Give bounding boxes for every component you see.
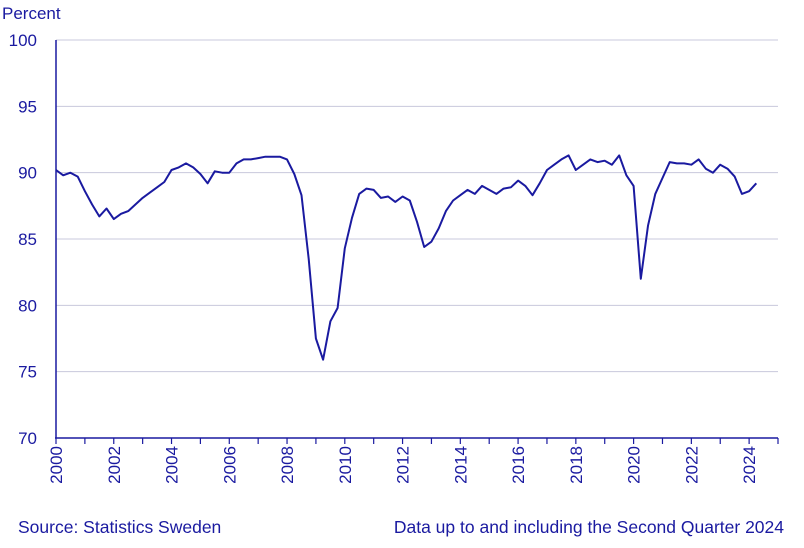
x-tick-label: 2002 bbox=[105, 446, 124, 484]
x-tick-label: 2020 bbox=[625, 446, 644, 484]
y-tick-label: 100 bbox=[9, 31, 37, 50]
x-tick-label: 2006 bbox=[220, 446, 239, 484]
x-tick-label: 2014 bbox=[451, 446, 470, 484]
x-tick-label: 2008 bbox=[278, 446, 297, 484]
x-tick-label: 2016 bbox=[509, 446, 528, 484]
x-tick-label: 2004 bbox=[163, 446, 182, 484]
series-line bbox=[55, 154, 758, 361]
y-axis-ticks: 70 75 80 85 90 95 100 bbox=[9, 31, 37, 448]
axes bbox=[55, 40, 779, 444]
y-tick-label: 85 bbox=[18, 230, 37, 249]
x-tick-label: 2024 bbox=[740, 446, 759, 484]
x-tick-label: 2010 bbox=[336, 446, 355, 484]
y-tick-label: 95 bbox=[18, 97, 37, 116]
y-tick-label: 80 bbox=[18, 296, 37, 315]
x-axis-ticks: 2000 2002 2004 2006 2008 2010 2012 2014 2016 2018… bbox=[47, 446, 759, 484]
x-tick-label: 2000 bbox=[47, 446, 66, 484]
y-axis-label: Percent bbox=[2, 4, 61, 23]
y-tick-label: 75 bbox=[18, 363, 37, 382]
y-tick-label: 90 bbox=[18, 164, 37, 183]
data-period-note: Data up to and including the Second Quar… bbox=[393, 517, 784, 537]
x-tick-label: 2018 bbox=[567, 446, 586, 484]
gridlines bbox=[56, 39, 778, 373]
x-tick-label: 2012 bbox=[394, 446, 413, 484]
source-note: Source: Statistics Sweden bbox=[18, 517, 222, 537]
y-tick-label: 70 bbox=[18, 429, 37, 448]
x-tick-label: 2022 bbox=[682, 446, 701, 484]
